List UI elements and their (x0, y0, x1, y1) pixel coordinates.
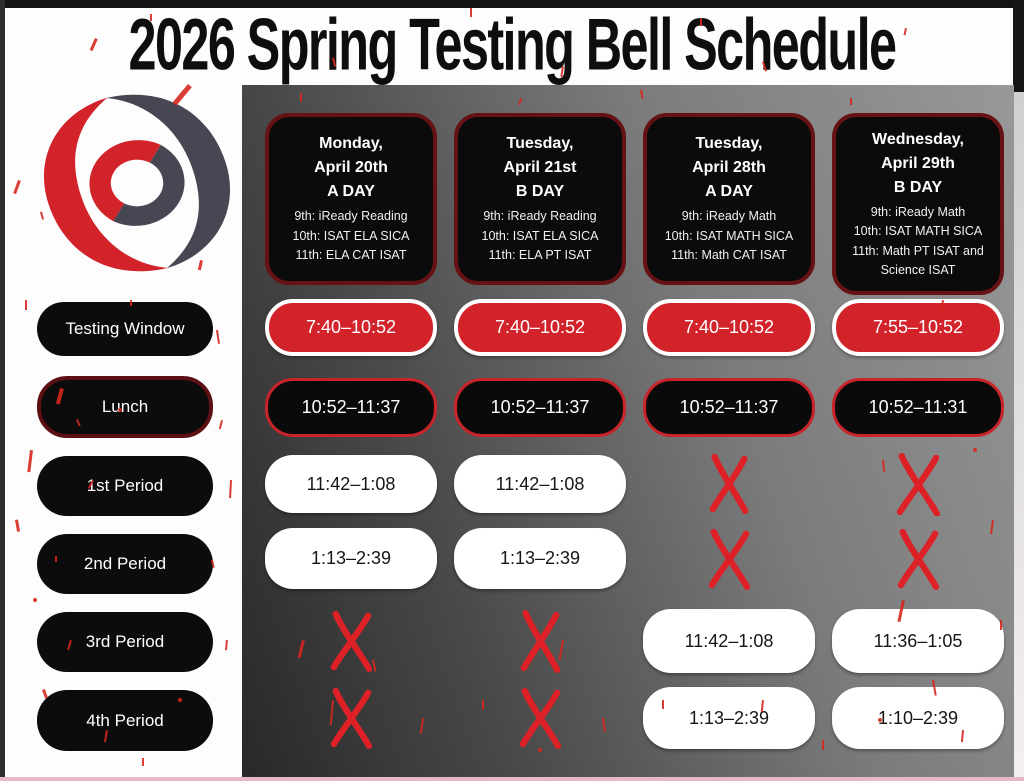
period-1-crossed-out (643, 453, 815, 515)
test-line: 10th: ISAT MATH SICA (853, 224, 983, 239)
column-day: Wednesday, (872, 130, 964, 148)
lunch-time: 10:52–11:31 (832, 378, 1004, 437)
page-edge-top (0, 0, 1024, 8)
test-line: 9th: iReady Reading (483, 209, 597, 224)
period-3-time: 11:36–1:05 (832, 609, 1004, 673)
column-day: Monday, (319, 135, 383, 153)
period-2-time: 1:13–2:39 (454, 528, 626, 589)
legend-1st-period: 1st Period (37, 456, 213, 516)
column-tests: 9th: iReady Math 10th: ISAT MATH SICA 11… (839, 203, 997, 281)
column-day: Tuesday, (506, 135, 574, 153)
test-line: 11th: Math CAT ISAT (671, 248, 787, 263)
test-line: 10th: ISAT ELA SICA (481, 228, 599, 243)
column-day-type: B DAY (515, 183, 565, 201)
test-line: 9th: iReady Math (681, 209, 777, 224)
page-edge-left (0, 0, 5, 777)
column-date: April 21st (503, 159, 577, 177)
test-line: 10th: ISAT ELA SICA (292, 228, 410, 243)
period-2-time: 1:13–2:39 (265, 528, 437, 589)
testing-window-time: 7:40–10:52 (643, 299, 815, 356)
period-4-crossed-out (454, 687, 626, 750)
column-header: Wednesday, April 29th B DAY 9th: iReady … (832, 113, 1004, 295)
period-3-time: 11:42–1:08 (643, 609, 815, 673)
column-day-type: A DAY (327, 183, 375, 201)
lunch-time: 10:52–11:37 (265, 378, 437, 437)
column-tests: 9th: iReady Reading 10th: ISAT ELA SICA … (293, 207, 410, 265)
legend-3rd-period: 3rd Period (37, 612, 213, 672)
legend-label: 4th Period (86, 710, 164, 730)
lunch-time: 10:52–11:37 (643, 378, 815, 437)
column-date: April 28th (692, 159, 766, 177)
legend-2nd-period: 2nd Period (37, 534, 213, 594)
test-line: 10th: ISAT MATH SICA (664, 228, 794, 243)
column-day: Tuesday, (695, 135, 763, 153)
period-4-time: 1:10–2:39 (832, 687, 1004, 749)
x-mark-icon (708, 528, 751, 590)
period-3-crossed-out (454, 609, 626, 673)
test-line: 11th: Math PT ISAT and Science ISAT (852, 243, 984, 277)
schedule-panel: Monday, April 20th A DAY 9th: iReady Rea… (242, 85, 1014, 777)
testing-window-time: 7:55–10:52 (832, 299, 1004, 356)
page-edge-right (1014, 92, 1024, 777)
column-wednesday-april-29: Wednesday, April 29th B DAY 9th: iReady … (832, 85, 1004, 777)
legend-label: Testing Window (65, 319, 185, 338)
page-edge-bottom (0, 777, 1024, 781)
page-title: 2026 Spring Testing Bell Schedule (128, 4, 897, 86)
period-1-time: 11:42–1:08 (265, 455, 437, 513)
x-mark-icon (519, 687, 562, 750)
column-monday-april-20: Monday, April 20th A DAY 9th: iReady Rea… (265, 85, 437, 777)
period-3-crossed-out (265, 609, 437, 673)
period-4-crossed-out (265, 687, 437, 750)
column-tests: 9th: iReady Reading 10th: ISAT ELA SICA … (482, 207, 599, 265)
column-tuesday-april-28: Tuesday, April 28th A DAY 9th: iReady Ma… (643, 85, 815, 777)
column-date: April 29th (881, 154, 955, 172)
legend-label: Lunch (101, 397, 149, 416)
legend-label: 3rd Period (85, 632, 165, 651)
logo-gray-swirl (106, 94, 230, 269)
logo-o-gray-half (113, 144, 185, 226)
school-o-swirl-logo-icon (44, 94, 230, 272)
period-1-time: 11:42–1:08 (454, 455, 626, 513)
column-tuesday-april-21: Tuesday, April 21st B DAY 9th: iReady Re… (454, 85, 626, 777)
column-header: Tuesday, April 21st B DAY 9th: iReady Re… (454, 113, 626, 285)
legend-4th-period: 4th Period (37, 690, 213, 751)
lunch-time: 10:52–11:37 (454, 378, 626, 437)
page-edge-right-top (1013, 0, 1024, 92)
period-2-crossed-out (832, 528, 1004, 590)
x-mark-icon (520, 609, 561, 673)
logo-o-red-half (89, 140, 161, 222)
column-tests: 9th: iReady Math 10th: ISAT MATH SICA 11… (665, 207, 794, 265)
x-mark-icon (709, 453, 749, 515)
test-line: 11th: ELA PT ISAT (488, 248, 592, 263)
testing-window-time: 7:40–10:52 (265, 299, 437, 356)
column-date: April 20th (314, 159, 388, 177)
x-mark-icon (896, 452, 941, 516)
legend-label: 2nd Period (83, 554, 167, 573)
legend-testing-window: Testing Window (37, 302, 213, 356)
column-day-type: B DAY (893, 178, 943, 196)
legend-lunch: Lunch (37, 376, 213, 438)
x-mark-icon (897, 528, 940, 590)
period-2-crossed-out (643, 528, 815, 590)
period-1-crossed-out (832, 452, 1004, 516)
legend-label: 1st Period (86, 476, 164, 495)
testing-window-time: 7:40–10:52 (454, 299, 626, 356)
column-day-type: A DAY (705, 183, 753, 201)
logo-red-swirl (44, 97, 168, 272)
test-line: 9th: iReady Reading (294, 209, 408, 224)
x-mark-icon (330, 687, 373, 750)
column-header: Tuesday, April 28th A DAY 9th: iReady Ma… (643, 113, 815, 285)
test-line: 9th: iReady Math (870, 204, 966, 219)
column-header: Monday, April 20th A DAY 9th: iReady Rea… (265, 113, 437, 285)
x-mark-icon (330, 610, 373, 673)
period-4-time: 1:13–2:39 (643, 687, 815, 749)
test-line: 11th: ELA CAT ISAT (295, 248, 407, 263)
